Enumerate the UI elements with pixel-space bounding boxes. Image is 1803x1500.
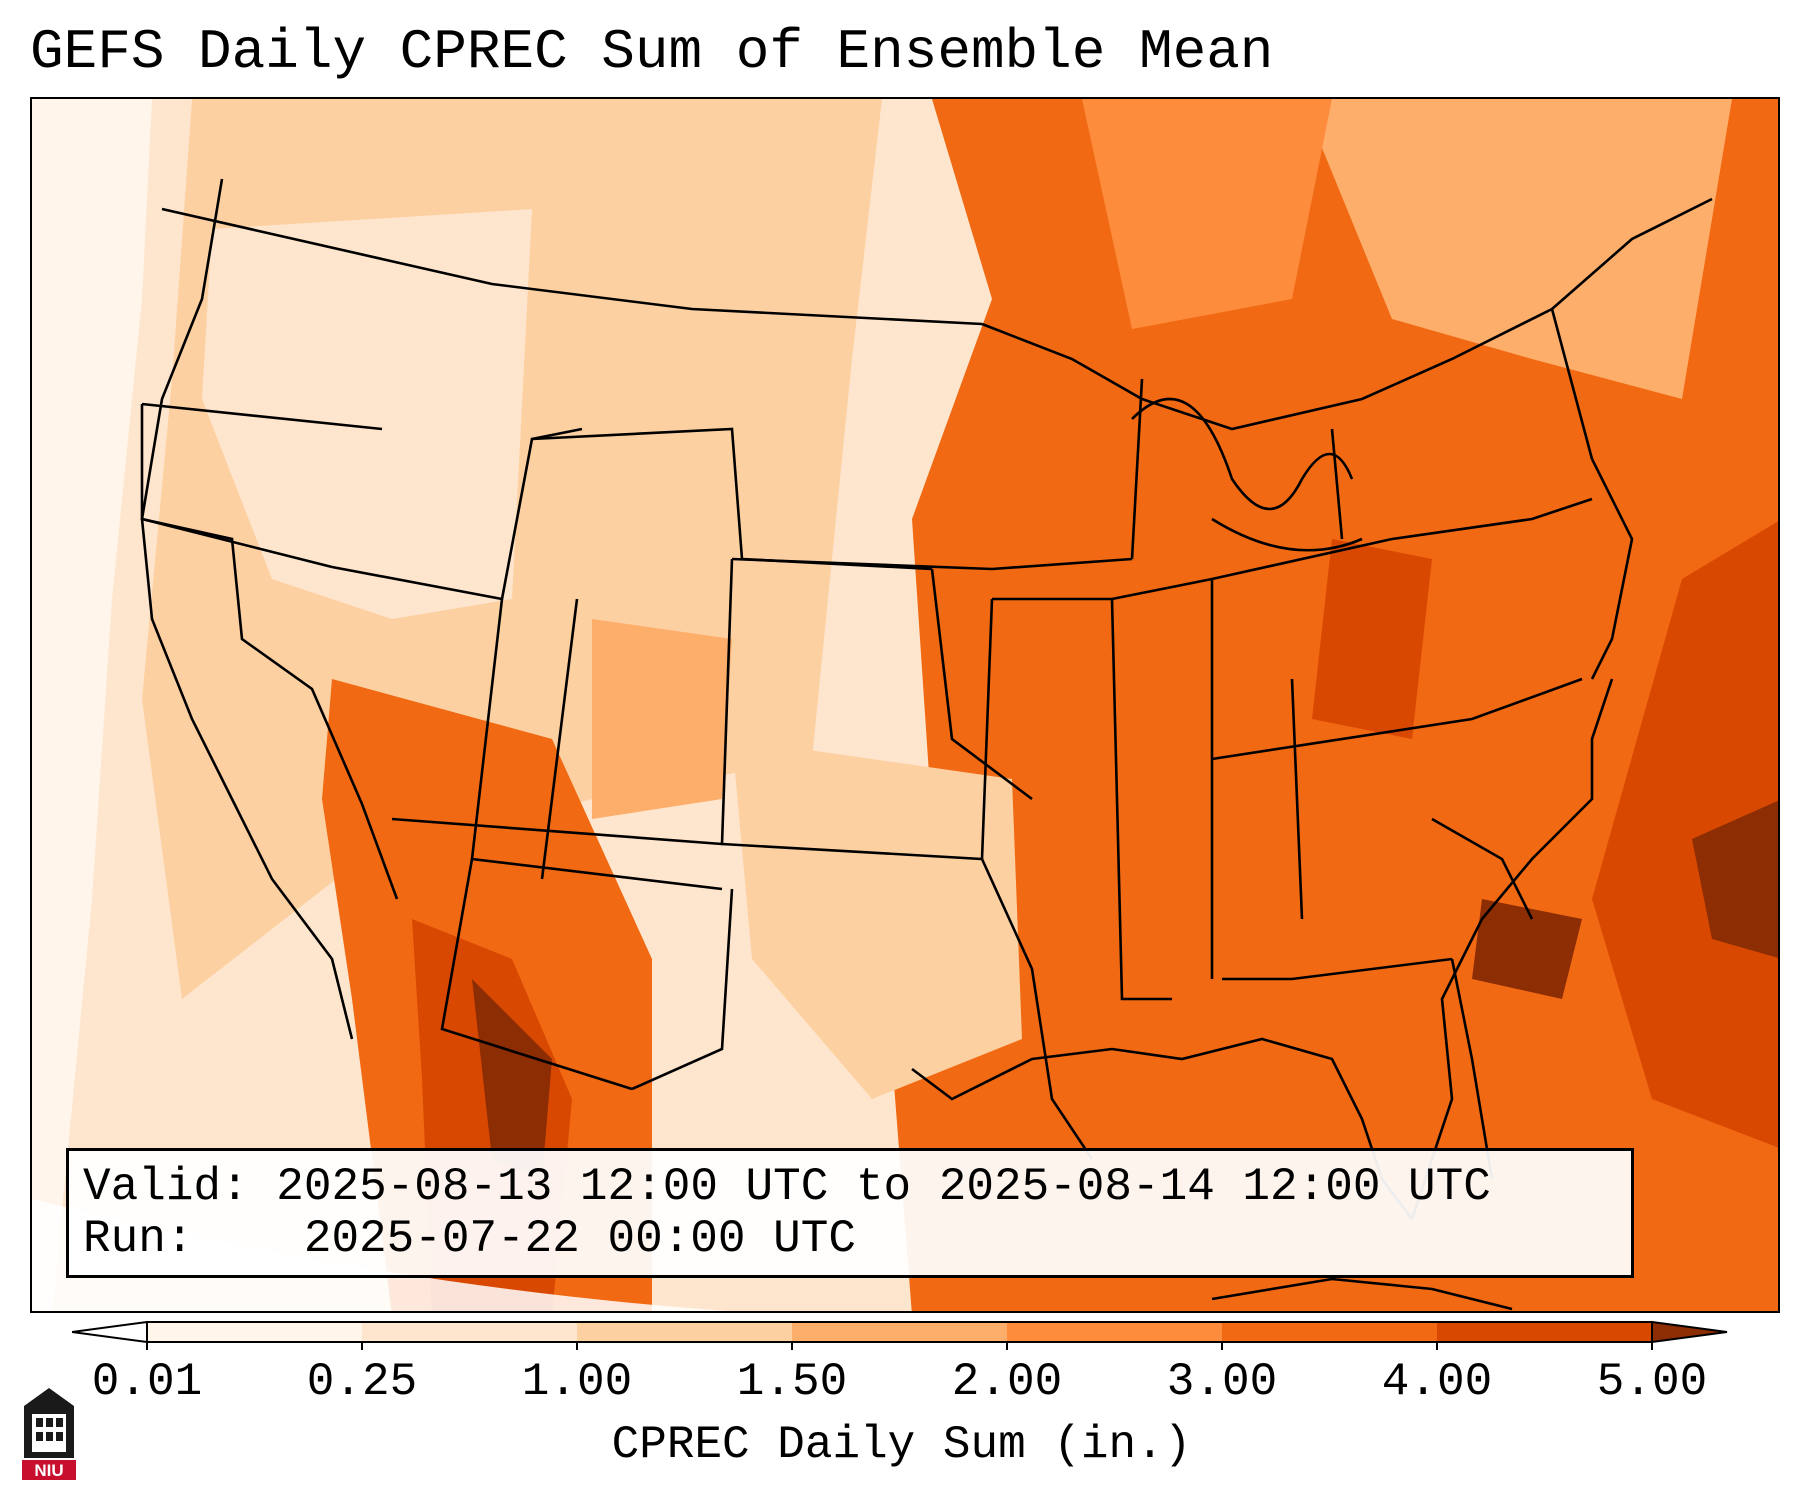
colorbar-tick-label: 3.00 [1166,1356,1278,1408]
colorbar-tick-label: 5.00 [1596,1356,1708,1408]
run-info-box: Valid: 2025-08-13 12:00 UTC to 2025-08-1… [66,1148,1634,1278]
colorbar [72,1320,1728,1350]
coastlines [140,178,1614,1311]
niu-logo-text: NIU [34,1461,63,1480]
run-label: Run: [83,1213,194,1265]
colorbar-segment [577,1322,792,1342]
colorbar-label: CPREC Daily Sum (in.) [611,1419,1192,1471]
valid-label: Valid: [83,1161,249,1213]
colorbar-segment [362,1322,577,1342]
run-line: Run: 2025-07-22 00:00 UTC [83,1213,1617,1265]
university-tower-icon: NIU [22,1388,76,1480]
colorbar-tick-label: 2.00 [951,1356,1063,1408]
colorbar-extend-low [72,1320,148,1344]
colorbar-segment [1222,1322,1437,1342]
colorbar-segment [147,1322,362,1342]
colorbar-segment [1437,1322,1652,1342]
valid-value: 2025-08-13 12:00 UTC to 2025-08-14 12:00… [276,1161,1491,1213]
precip-shading [32,99,1778,1311]
colorbar-extend-high [1651,1320,1728,1344]
colorbar-tick-label: 1.50 [736,1356,848,1408]
colorbar-tick-label: 0.01 [91,1356,203,1408]
colorbar-tick-label: 4.00 [1381,1356,1493,1408]
colorbar-tick-label: 0.25 [306,1356,418,1408]
map-svg [32,99,1778,1311]
colorbar-segment [1007,1322,1222,1342]
page-title: GEFS Daily CPREC Sum of Ensemble Mean [30,20,1274,84]
run-value: 2025-07-22 00:00 UTC [303,1213,856,1265]
colorbar-tick-label: 1.00 [521,1356,633,1408]
precipitation-map [30,97,1780,1313]
colorbar-segment [792,1322,1007,1342]
colorbar-outline [146,1321,1653,1343]
valid-line: Valid: 2025-08-13 12:00 UTC to 2025-08-1… [83,1161,1617,1213]
